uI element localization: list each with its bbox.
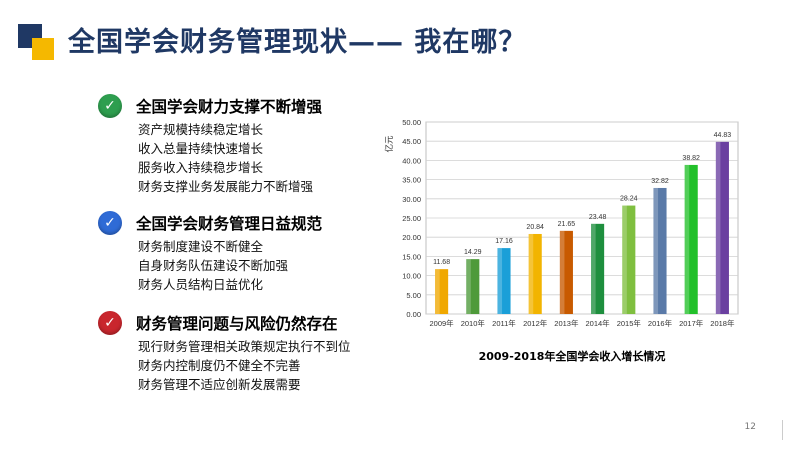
list-item: 自身财务队伍建设不断加强 <box>138 258 289 273</box>
x-tick-label: 2014年 <box>586 318 611 328</box>
data-label: 38.82 <box>682 155 700 162</box>
list-item: 现行财务管理相关政策规定执行不到位 <box>138 339 351 354</box>
logo-square-gold <box>32 38 54 60</box>
y-tick-label: 50.00 <box>402 118 421 127</box>
bar <box>591 223 605 314</box>
x-tick-label: 2016年 <box>648 318 673 328</box>
y-tick-label: 40.00 <box>402 156 421 165</box>
bar <box>684 164 698 314</box>
revenue-bar-chart: 0.00 5.00 10.00 15.00 20.00 25.00 30.00 35.00 40… <box>380 110 750 340</box>
list-item: 财务制度建设不断健全 <box>138 239 264 254</box>
list-item: 财务支撑业务发展能力不断增强 <box>138 179 314 194</box>
bar <box>466 259 480 314</box>
section-risk: ✓ 财务管理问题与风险仍然存在 现行财务管理相关政策规定执行不到位 财务内控制度… <box>98 310 398 394</box>
check-icon: ✓ <box>98 311 122 335</box>
x-tick-label: 2017年 <box>679 318 704 328</box>
list-item: 财务人员结构日益优化 <box>138 277 264 292</box>
logo <box>18 24 54 60</box>
x-tick-label: 2011年 <box>492 318 516 328</box>
bar <box>528 233 542 314</box>
data-label: 20.84 <box>526 224 544 231</box>
y-tick-label: 25.00 <box>402 214 421 223</box>
bar-highlight <box>466 259 471 314</box>
section-strength: ✓ 全国学会财力支撑不断增强 资产规模持续稳定增长 收入总量持续快速增长 服务收… <box>98 93 398 196</box>
bar <box>497 248 511 314</box>
y-axis-label: 亿元 <box>384 135 394 153</box>
data-label: 23.48 <box>589 214 607 221</box>
check-icon: ✓ <box>98 211 122 235</box>
y-tick-label: 5.00 <box>406 291 421 300</box>
page-number: 12 <box>744 422 756 432</box>
bar-highlight <box>684 164 690 314</box>
chart-caption: 2009-2018年全国学会收入增长情况 <box>478 350 666 363</box>
bar-highlight <box>653 187 659 314</box>
x-tick-label: 2010年 <box>461 318 486 328</box>
bar-highlight <box>715 141 721 314</box>
section-title: 全国学会财力支撑不断增强 <box>136 98 323 116</box>
section-title: 财务管理问题与风险仍然存在 <box>136 315 338 333</box>
x-tick-label: 2018年 <box>710 318 735 328</box>
x-tick-label: 2009年 <box>430 318 455 328</box>
slide-title: 全国学会财务管理现状—— 我在哪？ <box>68 27 527 58</box>
y-tick-label: 35.00 <box>402 176 421 185</box>
check-icon: ✓ <box>98 94 122 118</box>
bar-highlight <box>528 233 534 314</box>
data-label: 17.16 <box>495 238 513 245</box>
data-label: 14.29 <box>464 249 482 256</box>
y-tick-label: 45.00 <box>402 137 421 146</box>
data-label: 11.68 <box>433 259 450 266</box>
list-item: 资产规模持续稳定增长 <box>138 122 264 137</box>
y-tick-label: 20.00 <box>402 233 421 242</box>
chart-svg: 0.00 5.00 10.00 15.00 20.00 25.00 30.00 35.00 40… <box>384 118 739 328</box>
bar <box>435 269 449 314</box>
data-label: 32.82 <box>651 178 669 185</box>
bar <box>653 187 667 314</box>
data-label: 28.24 <box>620 196 638 203</box>
y-tick-label: 10.00 <box>402 272 421 281</box>
bar-highlight <box>622 205 627 314</box>
x-tick-label: 2015年 <box>617 318 642 328</box>
data-label: 44.83 <box>714 132 732 139</box>
bar-highlight <box>435 269 440 314</box>
divider <box>782 420 783 440</box>
section-standard: ✓ 全国学会财务管理日益规范 财务制度建设不断健全 自身财务队伍建设不断加强 财… <box>98 210 398 294</box>
x-tick-label: 2013年 <box>554 318 579 328</box>
list-item: 财务内控制度仍不健全不完善 <box>138 358 301 373</box>
section-title: 全国学会财务管理日益规范 <box>136 215 323 233</box>
bar-highlight <box>591 223 596 314</box>
bar-highlight <box>497 248 503 314</box>
x-tick-label: 2012年 <box>523 318 548 328</box>
bar <box>715 141 729 314</box>
list-item: 服务收入持续稳步增长 <box>138 160 264 175</box>
list-item: 收入总量持续快速增长 <box>138 141 264 156</box>
list-item: 财务管理不适应创新发展需要 <box>138 377 301 392</box>
bar <box>559 230 573 314</box>
y-tick-label: 30.00 <box>402 195 421 204</box>
bar-highlight <box>559 230 565 314</box>
data-label: 21.65 <box>558 221 576 228</box>
y-tick-label: 0.00 <box>406 310 421 319</box>
bar <box>622 205 636 314</box>
y-tick-label: 15.00 <box>402 252 421 261</box>
